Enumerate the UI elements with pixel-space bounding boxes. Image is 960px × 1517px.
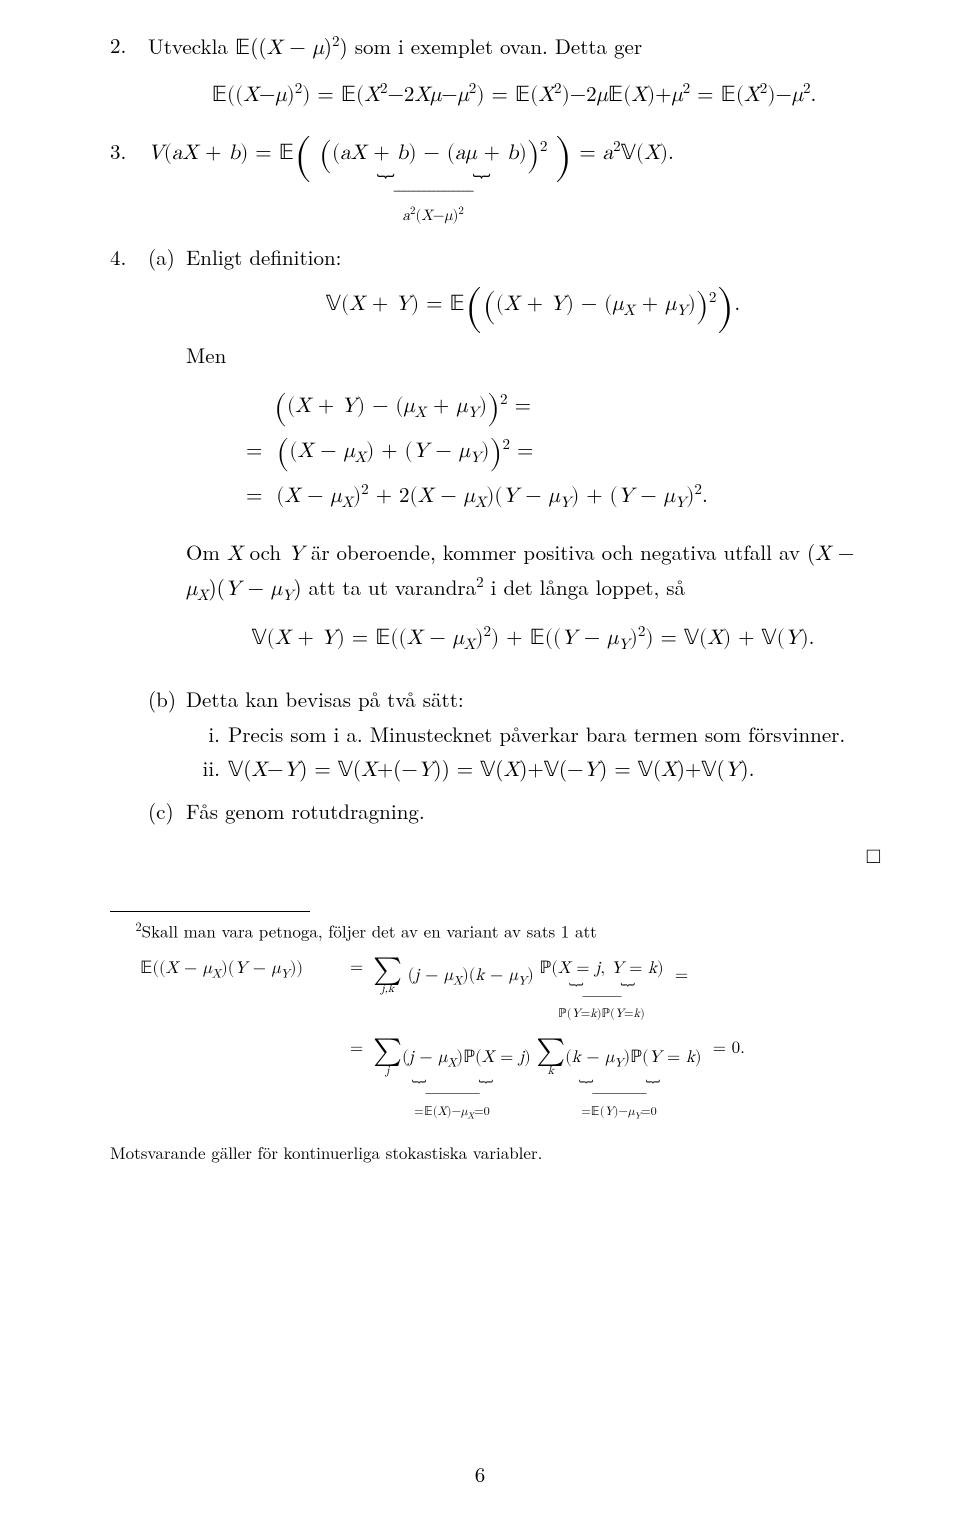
footnote: 2Skall man vara petnoga, följer det av e… — [110, 918, 880, 1165]
footnote-intro: 2Skall man vara petnoga, följer det av e… — [110, 918, 880, 943]
sub-sub-ii: ii. 𝕍(X−Y) = 𝕍(X+(−Y)) = 𝕍(X)+𝕍(−Y) = 𝕍(… — [186, 753, 880, 786]
item-number: 3. — [110, 136, 148, 236]
sub-body: Enligt definition: 𝕍(X + Y) = 𝔼(((X + Y)… — [186, 242, 880, 674]
footnote-tail: Motsvarande gäller för kontinuerliga sto… — [110, 1140, 880, 1165]
item-number: 4. — [110, 242, 148, 827]
sub-item-a: (a) Enligt definition: 𝕍(X + Y) = 𝔼(((X … — [148, 242, 880, 674]
item-4b-text: Detta kan bevisas på två sätt: — [186, 684, 464, 714]
item-4a-text: Enligt definition: — [186, 242, 342, 272]
item-4a-para: Om X och Y är oberoende, kommer positiva… — [186, 537, 880, 607]
sub-label: (c) — [148, 796, 186, 826]
sub-body: Fås genom rotutdragning. — [186, 796, 880, 826]
equation-4a-1: 𝕍(X + Y) = 𝔼(((X + Y) − (μX + μY))2). — [186, 287, 880, 322]
page-number: 6 — [0, 1459, 960, 1489]
item-number: 2. — [110, 30, 148, 130]
text-men: Men — [186, 340, 880, 370]
sub-sub-i: i. Precis som i a. Minustecknet påverkar… — [186, 719, 880, 749]
footnote-eq: 𝔼((X − μX)(Y − μY)) = ∑j,k (j − μX)(k − … — [140, 957, 880, 1122]
list-item-3: 3. V(aX + b) = 𝔼( ((aX + b) − (aμ + b))2… — [110, 136, 880, 236]
subsub-label: i. — [186, 719, 228, 749]
equation-3: V(aX + b) = 𝔼( ((aX + b) − (aμ + b))2 ︸︎… — [148, 136, 880, 230]
sub-label: (a) — [148, 242, 186, 674]
equation-2: 𝔼((X−μ)2) = 𝔼(X2−2Xμ−μ2) = 𝔼(X2)−2μ𝔼(X)+… — [148, 78, 880, 111]
sub-label: (b) — [148, 684, 186, 786]
item-body: V(aX + b) = 𝔼( ((aX + b) − (aμ + b))2 ︸︎… — [148, 136, 880, 236]
list-item-4: 4. (a) Enligt definition: 𝕍(X + Y) = 𝔼((… — [110, 242, 880, 827]
footnote-rule — [110, 911, 310, 912]
subsub-body: Precis som i a. Minustecknet påverkar ba… — [228, 719, 880, 749]
list-item-2: 2. Utveckla 𝔼((X − μ)2) som i exemplet o… — [110, 30, 880, 130]
sub-item-c: (c) Fås genom rotutdragning. — [148, 796, 880, 826]
equation-4a-2: ((X + Y) − (μX + μY))2 = = ((X − μX) + (… — [246, 384, 880, 519]
subsub-body: 𝕍(X−Y) = 𝕍(X+(−Y)) = 𝕍(X)+𝕍(−Y) = 𝕍(X)+𝕍… — [228, 753, 880, 786]
qed-icon: □ — [110, 839, 880, 871]
sub-body: Detta kan bevisas på två sätt: i. Precis… — [186, 684, 880, 786]
subsub-label: ii. — [186, 753, 228, 786]
item-body: (a) Enligt definition: 𝕍(X + Y) = 𝔼(((X … — [148, 242, 880, 827]
equation-4a-3: 𝕍(X + Y) = 𝔼((X − μX)2) + 𝔼((Y − μY)2) =… — [186, 621, 880, 656]
sub-item-b: (b) Detta kan bevisas på två sätt: i. Pr… — [148, 684, 880, 786]
footnote-intro-text: Skall man vara petnoga, följer det av en… — [142, 918, 597, 942]
page: 2. Utveckla 𝔼((X − μ)2) som i exemplet o… — [0, 0, 960, 1517]
item-2-text: Utveckla 𝔼((X − μ)2) som i exemplet ovan… — [148, 31, 642, 61]
item-body: Utveckla 𝔼((X − μ)2) som i exemplet ovan… — [148, 30, 880, 130]
